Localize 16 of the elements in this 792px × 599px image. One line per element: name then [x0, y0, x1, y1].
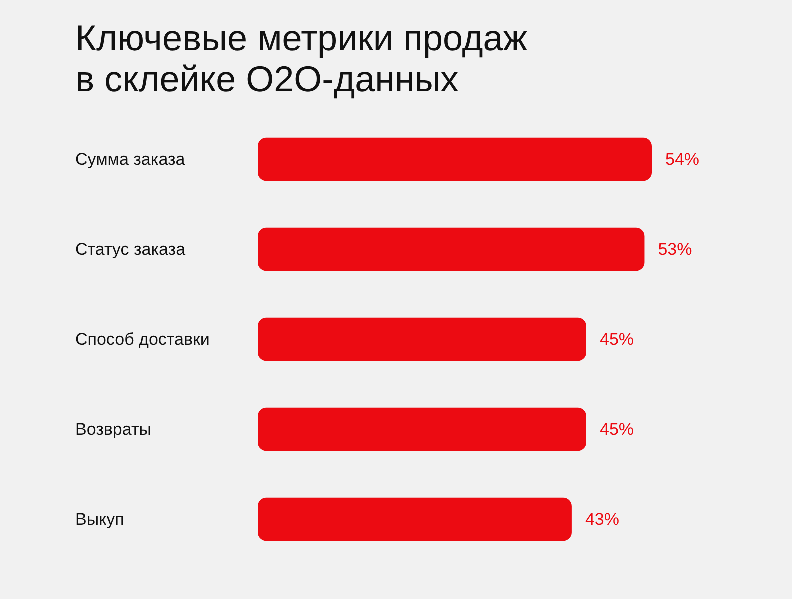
- bar: [258, 498, 572, 542]
- bar: [258, 138, 652, 182]
- data-label: 45%: [600, 330, 634, 349]
- y-tick-label: Сумма заказа: [76, 150, 186, 169]
- bar: [258, 408, 586, 452]
- chart-title: Ключевые метрики продаж в склейке O2O-данных: [76, 18, 528, 100]
- data-label: 45%: [600, 420, 634, 439]
- y-tick-label: Статус заказа: [76, 240, 186, 259]
- bar: [258, 318, 586, 362]
- data-label: 53%: [658, 240, 692, 259]
- y-tick-label: Способ доставки: [76, 330, 210, 349]
- data-label: 43%: [585, 510, 620, 529]
- bar: [258, 228, 645, 272]
- y-tick-label: Возвраты: [76, 420, 152, 439]
- data-label: 54%: [666, 150, 700, 169]
- y-tick-label: Выкуп: [76, 510, 124, 529]
